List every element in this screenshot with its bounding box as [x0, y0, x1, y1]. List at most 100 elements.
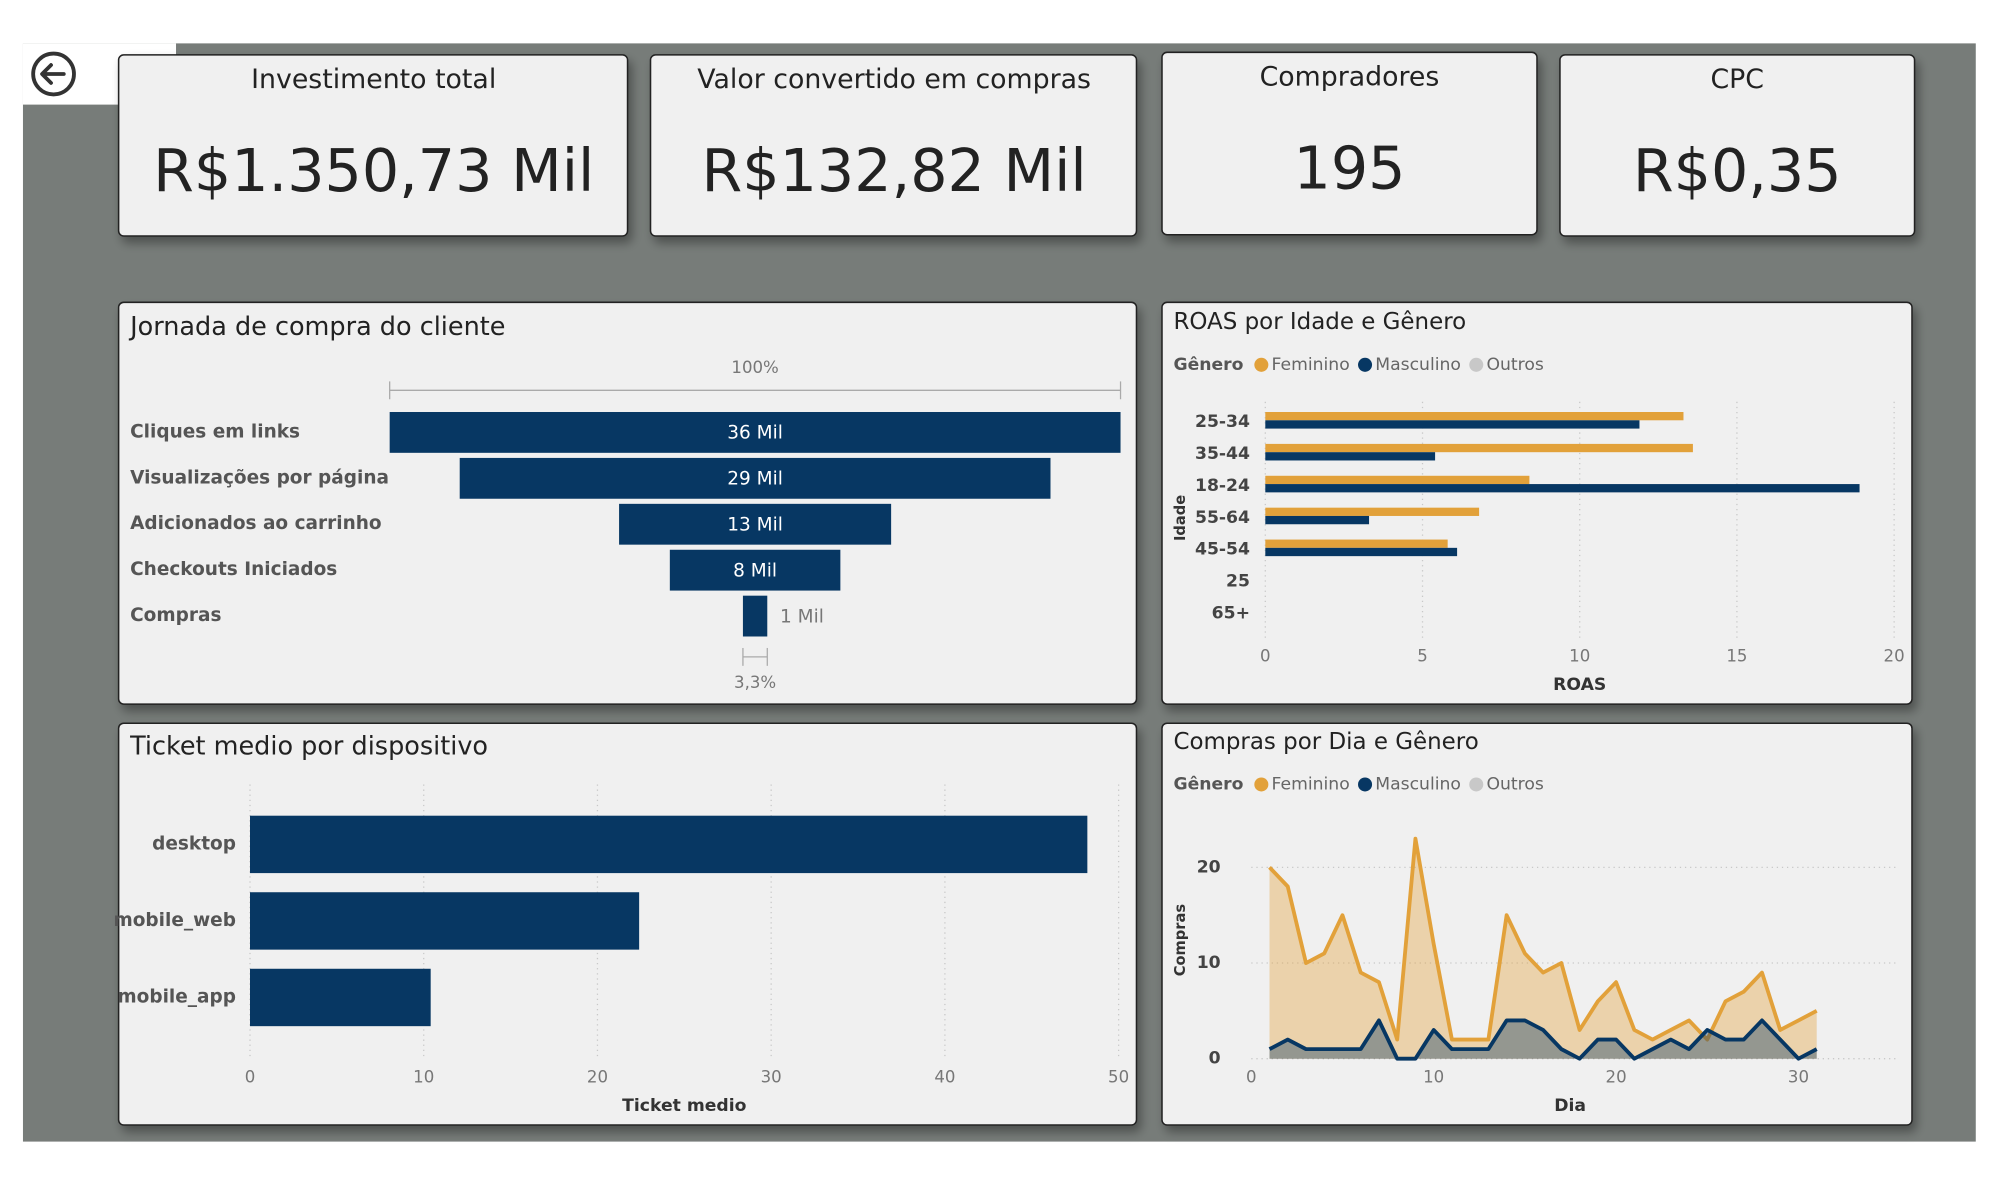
kpi-title: Investimento total: [251, 64, 496, 95]
category-label: 25: [1226, 572, 1250, 592]
category-label: desktop: [152, 833, 236, 854]
legend-label: Masculino: [1375, 774, 1461, 794]
panel: [1161, 301, 1913, 705]
kpi-value: 195: [1294, 134, 1406, 202]
x-tick-label: 10: [413, 1067, 434, 1086]
panel: [1161, 722, 1913, 1126]
x-tick-label: 20: [1606, 1067, 1627, 1086]
legend-swatch: [1469, 357, 1484, 372]
category-label: Cliques em links: [130, 421, 300, 442]
legend-swatch: [1358, 357, 1373, 372]
legend-title: Gênero: [1173, 774, 1243, 794]
panel-title: Jornada de compra do cliente: [128, 312, 505, 342]
x-axis-title: ROAS: [1553, 675, 1606, 695]
bar: [1265, 547, 1458, 557]
value-label: 8 Mil: [733, 560, 777, 581]
bar: [1265, 412, 1684, 421]
y-axis-title: Idade: [1172, 495, 1189, 541]
value-label: 1 Mil: [780, 606, 824, 627]
legend-swatch: [1254, 357, 1269, 372]
legend-label: Masculino: [1375, 355, 1461, 375]
x-tick-label: 10: [1569, 646, 1590, 665]
funnel-top-label: 100%: [731, 358, 778, 377]
funnel-bar: [742, 595, 768, 637]
legend-swatch: [1254, 777, 1269, 792]
category-label: Adicionados ao carrinho: [130, 513, 381, 534]
x-axis-title: Ticket medio: [622, 1096, 746, 1116]
kpi-value: R$0,35: [1633, 137, 1842, 205]
x-tick-label: 5: [1417, 646, 1428, 665]
area: [1269, 838, 1817, 1059]
category-label: 18-24: [1195, 476, 1250, 496]
category-label: 55-64: [1195, 508, 1250, 528]
x-tick-label: 0: [245, 1067, 256, 1086]
kpi-card: [1559, 54, 1916, 237]
bar: [250, 815, 1088, 874]
category-label: Compras: [130, 605, 221, 626]
x-tick-label: 0: [1246, 1067, 1257, 1086]
kpi-value: R$1.350,73 Mil: [153, 137, 594, 205]
value-label: 13 Mil: [727, 515, 783, 536]
category-label: 45-54: [1195, 540, 1250, 560]
kpi-title: Compradores: [1260, 61, 1440, 92]
y-tick-label: 0: [1209, 1049, 1221, 1069]
panel: [117, 301, 1138, 705]
kpi-card: [649, 54, 1138, 237]
panel-title: ROAS por Idade e Gênero: [1173, 309, 1466, 335]
category-label: Checkouts Iniciados: [130, 559, 337, 580]
kpi-title: Valor convertido em compras: [697, 64, 1091, 95]
legend-label: Outros: [1486, 355, 1543, 375]
bar: [1265, 420, 1640, 429]
bar: [250, 892, 640, 950]
x-tick-label: 10: [1423, 1067, 1444, 1086]
kpi-card: [1161, 51, 1538, 236]
funnel-bottom-label: 3,3%: [734, 673, 776, 692]
kpi-card: [117, 54, 629, 237]
panel-title: Ticket medio por dispositivo: [129, 731, 488, 761]
panel-title: Compras por Dia e Gênero: [1173, 729, 1478, 755]
x-tick-label: 30: [761, 1067, 782, 1086]
bar: [1265, 507, 1480, 516]
value-label: 29 Mil: [727, 469, 783, 490]
bar: [1265, 539, 1448, 548]
y-axis-title: Compras: [1172, 904, 1189, 977]
bar: [1265, 452, 1436, 461]
legend-swatch: [1469, 777, 1484, 792]
legend-label: Feminino: [1272, 774, 1350, 794]
x-tick-label: 30: [1788, 1067, 1809, 1086]
funnel-bar: [459, 457, 1051, 499]
x-tick-label: 20: [1884, 646, 1905, 665]
kpi-title: CPC: [1710, 64, 1764, 95]
x-tick-label: 15: [1726, 646, 1747, 665]
cards: [117, 51, 1916, 1126]
category-label: mobile_app: [117, 986, 236, 1007]
category-label: 25-34: [1195, 412, 1250, 432]
y-tick-label: 10: [1197, 953, 1221, 973]
bar: [1265, 515, 1370, 525]
area: [1269, 1020, 1817, 1059]
line: [1268, 836, 1818, 1042]
legend-swatch: [1358, 777, 1373, 792]
x-tick-label: 20: [587, 1067, 608, 1086]
category-label: 35-44: [1195, 444, 1250, 464]
x-axis-title: Dia: [1554, 1096, 1586, 1116]
value-label: 36 Mil: [727, 423, 783, 444]
legend-title: Gênero: [1173, 355, 1243, 375]
x-tick-label: 50: [1108, 1067, 1129, 1086]
legend-label: Outros: [1486, 774, 1543, 794]
line: [1268, 1018, 1818, 1061]
funnel-bar: [669, 549, 841, 591]
y-tick-label: 20: [1197, 857, 1221, 877]
bar: [1265, 475, 1530, 485]
bar: [1265, 443, 1693, 453]
category-label: 65+: [1212, 604, 1250, 624]
funnel-bar: [389, 412, 1121, 453]
x-tick-label: 40: [934, 1067, 955, 1086]
bar: [250, 968, 431, 1027]
category-label: mobile_web: [113, 910, 236, 931]
category-label: Visualizações por página: [130, 467, 389, 488]
bar: [1265, 484, 1860, 493]
legend-label: Feminino: [1272, 355, 1350, 375]
